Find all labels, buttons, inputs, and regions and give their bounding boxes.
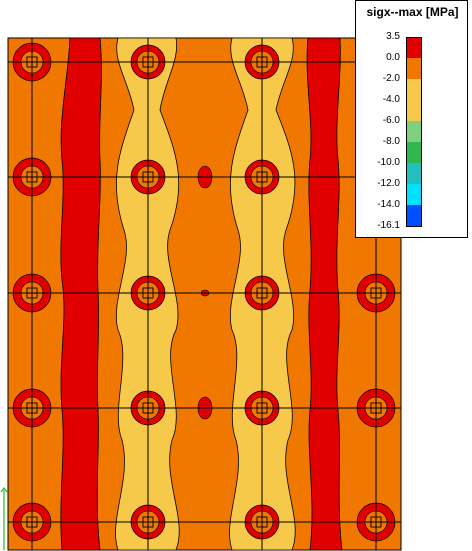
legend-level-label: -12.0 [377,178,400,189]
legend-level-label: -14.0 [377,199,400,210]
legend-level-label: -4.0 [382,94,400,105]
legend-level-label: 3.5 [386,31,400,42]
legend-frame [406,37,422,227]
legend-level-label: -8.0 [382,136,400,147]
legend-level-label: -6.0 [382,115,400,126]
axis-indicator [0,487,8,550]
legend-level-label: -2.0 [382,73,400,84]
legend-level-label: -16.1 [377,220,400,231]
tension-band-left [60,37,102,551]
legend-level-label: 0.0 [386,52,400,63]
legend: sigx--max [MPa] 3.5 0.0 -2.0 -4.0 -6.0 -8.0 -1… [355,0,468,238]
legend-level-label: -10.0 [377,157,400,168]
support-grid [8,38,401,550]
legend-title: sigx--max [MPa] [366,5,459,19]
tension-band-right [306,37,343,551]
